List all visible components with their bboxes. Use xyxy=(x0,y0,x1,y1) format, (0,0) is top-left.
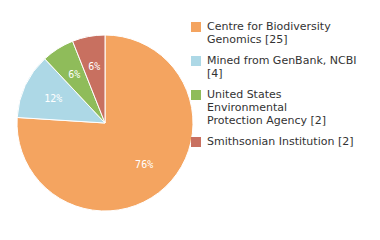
svg-text:76%: 76% xyxy=(135,159,153,170)
svg-text:12%: 12% xyxy=(44,93,62,104)
html-text:Genomics [25]: Genomics [25] xyxy=(207,33,288,46)
html-text:United States Environmental: United States Environmental xyxy=(207,88,287,114)
html-text:Smithsonian Institution [2]: Smithsonian Institution [2] xyxy=(207,135,354,148)
html-text:Mined from GenBank, NCBI [4]: Mined from GenBank, NCBI [4] xyxy=(207,54,357,80)
html-text:Centre for Biodiversity: Centre for Biodiversity xyxy=(207,20,331,33)
svg-text:6%: 6% xyxy=(68,69,80,80)
html-text:Protection Agency [2]: Protection Agency [2] xyxy=(207,114,326,127)
svg-text:6%: 6% xyxy=(88,61,100,72)
